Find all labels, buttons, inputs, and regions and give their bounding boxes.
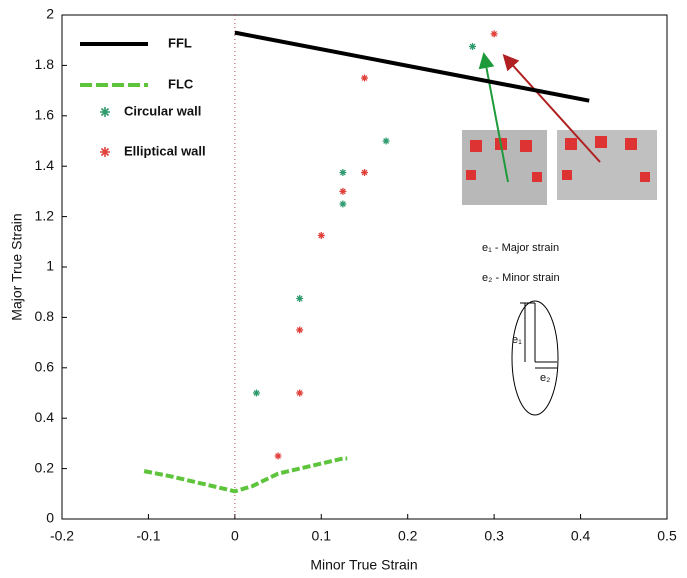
marker	[469, 43, 477, 50]
marker	[361, 169, 368, 176]
marker	[490, 30, 498, 38]
y-tick-label: 0	[46, 510, 54, 526]
strain-diagram	[511, 300, 559, 416]
marker	[339, 169, 347, 176]
legend-symbol	[100, 107, 110, 117]
legend-label: FFL	[168, 35, 192, 50]
y-tick-label: 0.8	[35, 308, 55, 324]
marker	[296, 389, 304, 397]
marker	[296, 295, 304, 302]
x-tick-label: 0.3	[484, 528, 504, 544]
x-tick-label: 0	[231, 528, 239, 544]
series-line	[234, 30, 590, 103]
x-tick-label: 0.1	[312, 528, 332, 544]
legend-label: FLC	[168, 76, 194, 91]
y-tick-label: 1.2	[35, 207, 55, 223]
x-axis-label: Minor True Strain	[310, 557, 417, 573]
series-line	[143, 456, 348, 494]
y-tick-label: 1.8	[35, 56, 55, 72]
y-tick-label: 0.2	[35, 459, 55, 475]
x-tick-label: -0.1	[136, 528, 160, 544]
y-tick-label: 0.4	[35, 409, 55, 425]
marker	[317, 232, 325, 239]
y-axis-label: Major True Strain	[9, 213, 25, 320]
marker	[339, 187, 347, 195]
y-tick-label: 1.4	[35, 157, 55, 173]
legend-label: Elliptical wall	[124, 143, 206, 158]
annotation: e₂ - Minor strain	[482, 272, 560, 284]
marker	[252, 389, 260, 397]
y-tick-label: 0.6	[35, 359, 55, 375]
x-tick-label: 0.5	[657, 528, 677, 544]
marker	[382, 137, 390, 145]
y-tick-label: 1.6	[35, 107, 55, 123]
x-tick-label: 0.2	[398, 528, 418, 544]
y-tick-label: 2	[46, 6, 54, 22]
legend-label: Circular wall	[124, 103, 201, 118]
marker	[339, 200, 347, 208]
marker	[361, 74, 368, 82]
x-tick-label: -0.2	[50, 528, 74, 544]
plot-frame	[61, 14, 668, 520]
photos	[462, 52, 657, 205]
marker	[274, 452, 282, 460]
legend-symbol	[100, 147, 110, 157]
marker	[296, 326, 304, 334]
annotation: e₂	[540, 372, 550, 384]
y-tick-label: 1	[46, 258, 54, 274]
x-tick-label: 0.4	[571, 528, 591, 544]
annotation: e₁	[512, 334, 522, 346]
annotation: e₁ - Major strain	[482, 242, 559, 254]
